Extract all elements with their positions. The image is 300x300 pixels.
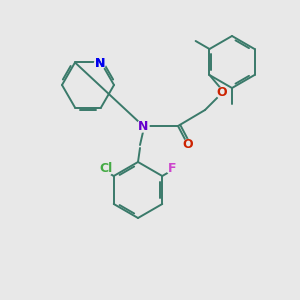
Text: O: O [183,139,193,152]
Circle shape [167,164,178,175]
Text: N: N [95,57,105,70]
Text: O: O [217,86,227,100]
Text: Cl: Cl [99,163,112,176]
Text: N: N [95,57,105,70]
Circle shape [217,88,227,98]
Text: F: F [168,163,177,176]
Circle shape [182,140,194,151]
Circle shape [99,162,112,176]
Circle shape [137,120,149,132]
Circle shape [94,58,106,69]
Text: N: N [138,119,148,133]
